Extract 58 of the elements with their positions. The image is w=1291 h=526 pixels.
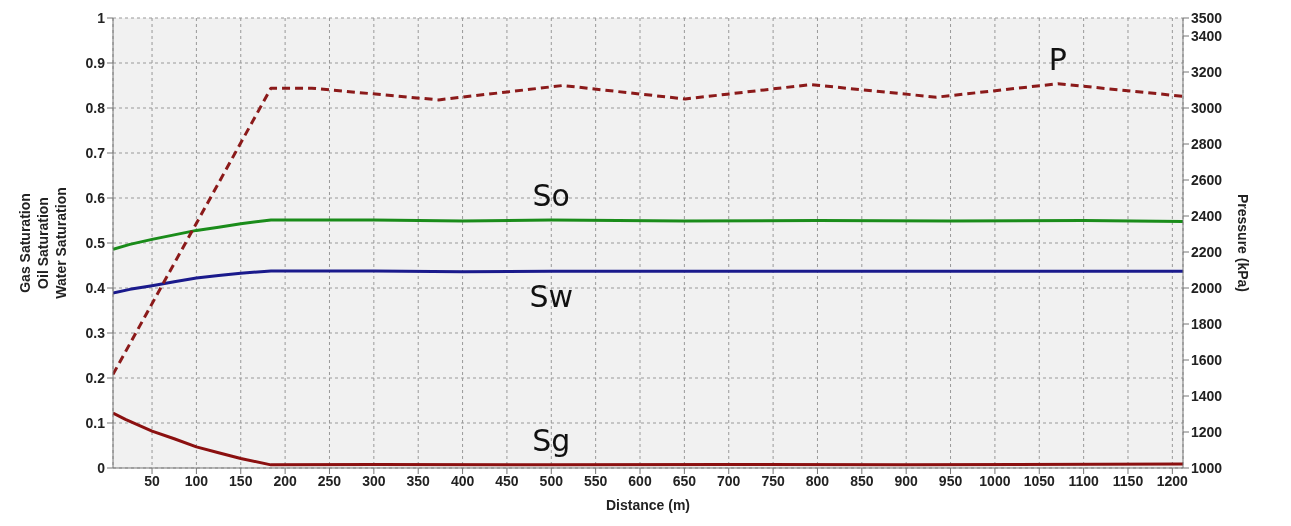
y2-tick-label: 2800 — [1191, 135, 1223, 152]
series-label: Sg — [532, 422, 571, 458]
x-tick-label: 900 — [894, 472, 919, 489]
x-tick-label: 850 — [850, 472, 874, 489]
y2-tick-label: 1400 — [1191, 387, 1223, 404]
x-tick-label: 1000 — [979, 472, 1011, 489]
y2-tick-label: 3400 — [1191, 27, 1223, 44]
y2-tick-label: 1000 — [1191, 459, 1223, 476]
x-tick-label: 450 — [495, 472, 519, 489]
y-tick-label: 0.5 — [85, 234, 106, 251]
series-label: P — [1048, 41, 1067, 77]
y2-tick-label: 3200 — [1191, 63, 1223, 80]
x-tick-label: 100 — [184, 472, 209, 489]
y-tick-label: 0.6 — [85, 189, 106, 206]
x-tick-label: 1100 — [1068, 472, 1100, 489]
y-tick-label: 0.1 — [85, 414, 106, 431]
y-tick-label: 0.2 — [85, 369, 106, 386]
x-tick-label: 150 — [229, 472, 253, 489]
y2-tick-label: 1800 — [1191, 315, 1223, 332]
x-tick-label: 650 — [672, 472, 697, 489]
y2-axis-title: Pressure (kPa) — [1235, 193, 1252, 293]
x-tick-label: 300 — [362, 472, 386, 489]
y2-tick-label: 2000 — [1191, 279, 1223, 296]
x-tick-label: 1150 — [1112, 472, 1144, 489]
x-tick-label: 500 — [539, 472, 564, 489]
y-tick-label: 0.8 — [85, 99, 106, 116]
x-tick-label: 350 — [406, 472, 431, 489]
line-series — [113, 218, 1183, 251]
y-tick-label: 0.9 — [85, 54, 106, 71]
y-tick-label: 0.7 — [85, 144, 106, 161]
y-tick-label: 0 — [97, 459, 106, 476]
y-tick-label: 0.4 — [85, 279, 106, 296]
x-tick-label: 200 — [273, 472, 298, 489]
x-tick-label: 1050 — [1023, 472, 1056, 489]
y-axis-title: Gas Saturation Oil Saturation Water Saturation — [17, 187, 69, 299]
y2-tick-label: 2200 — [1191, 243, 1223, 260]
x-tick-label: 250 — [317, 472, 342, 489]
x-tick-label: 750 — [761, 472, 785, 489]
x-tick-label: 550 — [583, 472, 608, 489]
x-tick-label: 950 — [938, 472, 963, 489]
y2-tick-label: 1200 — [1191, 423, 1223, 440]
x-axis-title: Distance (m) — [605, 497, 691, 513]
y2-tick-label: 3000 — [1191, 99, 1223, 116]
y2-tick-label: 1600 — [1191, 351, 1223, 368]
y-tick-label: 1 — [97, 9, 106, 26]
y2-tick-label: 2600 — [1191, 171, 1223, 188]
x-tick-label: 1200 — [1156, 472, 1189, 489]
x-tick-label: 700 — [717, 472, 741, 489]
line-series — [113, 82, 1183, 376]
x-tick-label: 50 — [144, 472, 161, 489]
y-tick-label: 0.3 — [85, 324, 106, 341]
x-tick-label: 800 — [805, 472, 830, 489]
x-tick-label: 600 — [628, 472, 652, 489]
series-label: Sw — [529, 279, 574, 315]
series-label: So — [532, 178, 570, 214]
y2-tick-label: 2400 — [1191, 207, 1223, 224]
y2-tick-label: 3500 — [1191, 9, 1223, 26]
x-tick-label: 400 — [450, 472, 475, 489]
